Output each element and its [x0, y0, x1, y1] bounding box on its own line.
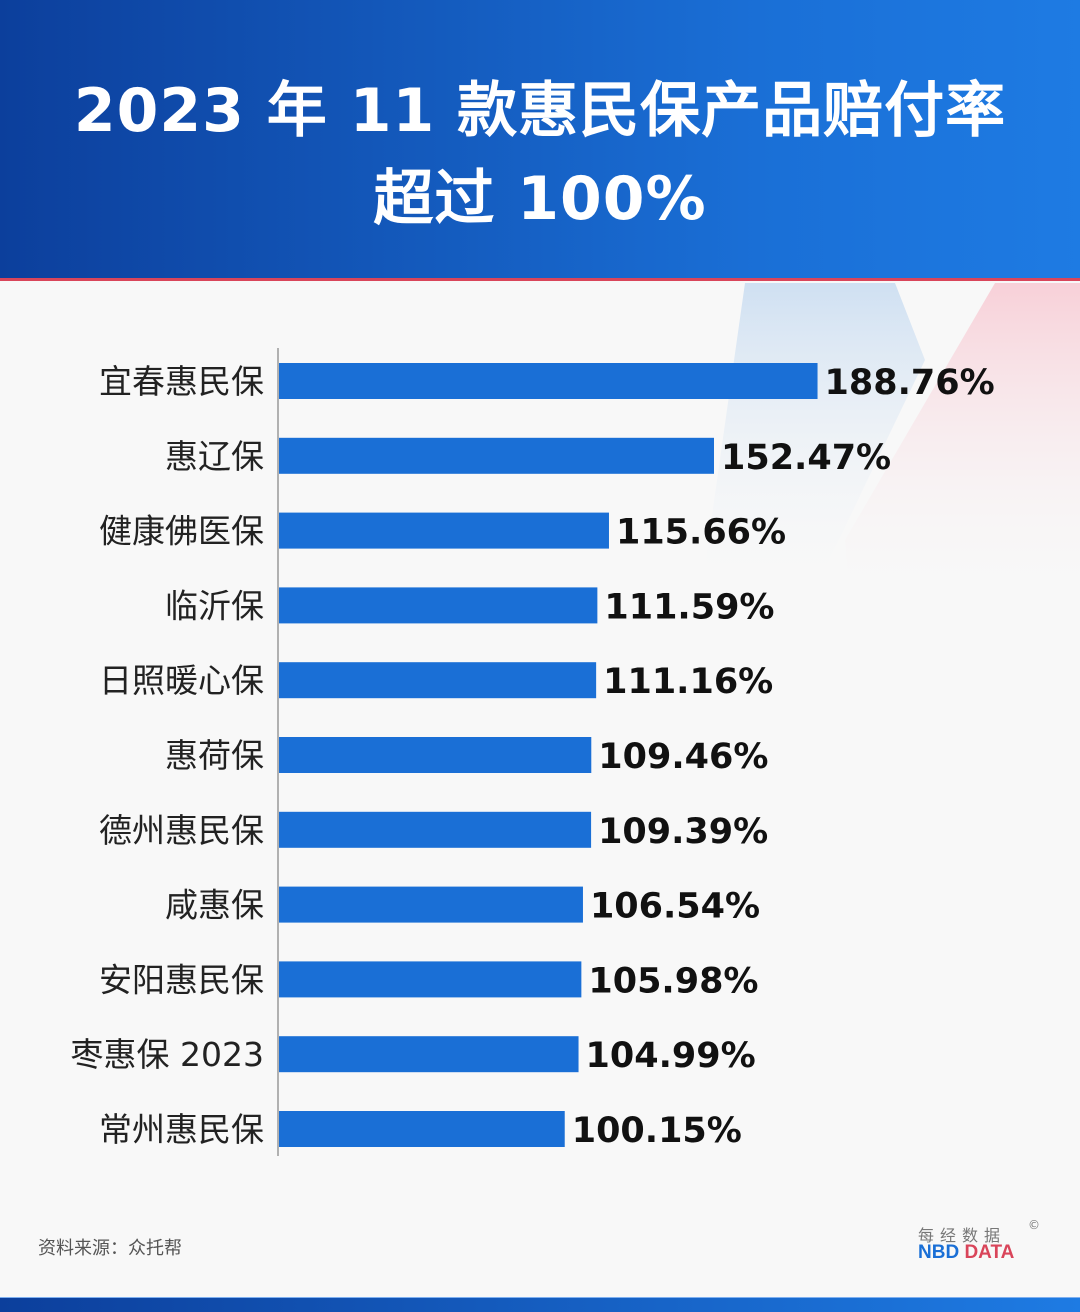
- category-label: 咸惠保: [165, 886, 264, 925]
- nbd-data-logo: NBD DATA: [918, 1242, 1014, 1264]
- bar: [279, 587, 598, 624]
- category-label: 惠荷保: [165, 736, 264, 775]
- bar: [279, 886, 583, 923]
- bar: [279, 1111, 565, 1147]
- category-label: 宜春惠民保: [99, 362, 264, 401]
- category-label: 安阳惠民保: [99, 960, 264, 999]
- value-label: 109.46%: [598, 737, 768, 777]
- logo-nbd: NBD: [918, 1242, 960, 1263]
- value-label: 111.59%: [604, 587, 774, 627]
- category-label: 常州惠民保: [99, 1110, 264, 1149]
- value-label: 104.99%: [586, 1036, 756, 1076]
- title-line-2: 超过 100%: [373, 164, 707, 234]
- logo-chinese: 每经数据: [918, 1226, 1007, 1245]
- value-label: 188.76%: [825, 363, 995, 403]
- bar: [279, 512, 609, 549]
- red-stripe-shape: [845, 283, 1080, 610]
- category-label: 日照暖心保: [99, 661, 264, 700]
- value-label: 115.66%: [616, 513, 786, 553]
- category-label: 惠辽保: [165, 437, 264, 476]
- header-banner: 2023 年 11 款惠民保产品赔付率 超过 100%: [0, 0, 1080, 281]
- category-label: 临沂保: [165, 586, 264, 625]
- category-label: 德州惠民保: [99, 811, 264, 850]
- bar: [279, 363, 818, 399]
- bar: [279, 437, 714, 474]
- bar: [279, 737, 592, 773]
- title-line-1: 2023 年 11 款惠民保产品赔付率: [73, 76, 1007, 146]
- value-label: 106.54%: [590, 887, 760, 927]
- bar: [279, 1036, 579, 1073]
- value-label: 105.98%: [588, 961, 758, 1001]
- value-label: 109.39%: [598, 812, 768, 852]
- logo-data: DATA: [964, 1242, 1015, 1263]
- copyright-mark: ©: [1028, 1218, 1040, 1232]
- data-source: 资料来源：众托帮: [38, 1238, 182, 1259]
- value-label: 111.16%: [603, 662, 773, 702]
- category-label: 枣惠保 2023: [71, 1035, 264, 1074]
- bottom-bar: [0, 1297, 1080, 1312]
- value-label: 100.15%: [572, 1111, 742, 1151]
- category-label: 健康佛医保: [99, 512, 264, 551]
- bar: [279, 662, 597, 699]
- bar: [279, 961, 582, 998]
- value-label: 152.47%: [721, 438, 891, 478]
- blue-stripe-shape: [700, 283, 925, 600]
- bar: [279, 811, 592, 848]
